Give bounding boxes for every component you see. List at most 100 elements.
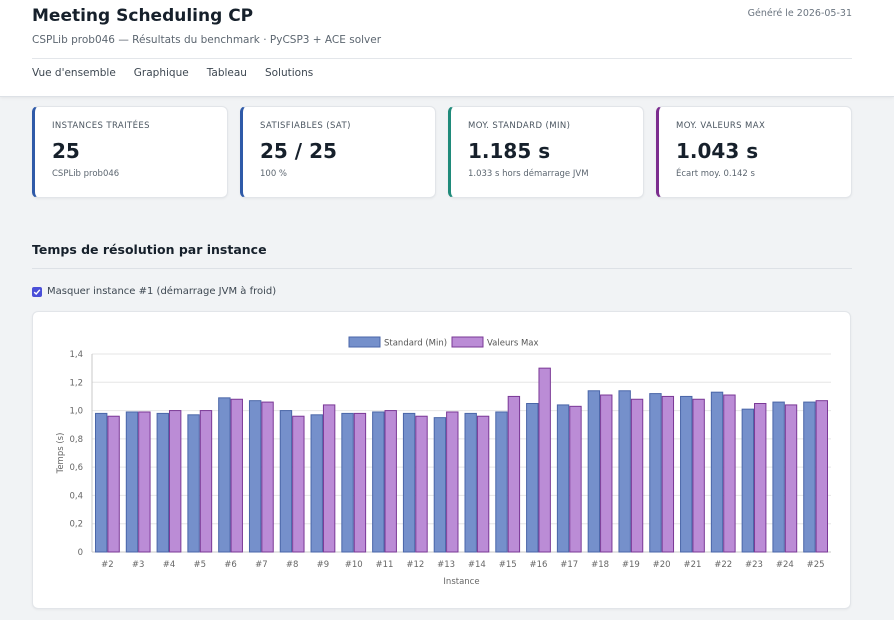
stat-card-value: 25 / 25 [260,139,337,163]
bar-max [507,395,521,553]
x-tick-label: #22 [714,560,732,570]
bar-max [384,410,397,553]
y-axis-title: Temps (s) [56,433,66,475]
stat-card-max-avg: Moy. valeurs max 1.043 s Écart moy. 0.14… [656,106,852,198]
y-tick-label: 1,4 [69,350,83,360]
bar-standard [218,397,231,553]
bar-standard [402,412,416,553]
page-header: Meeting Scheduling CP CSPLib prob046 — R… [0,0,894,97]
stat-card-label: Moy. valeurs max [676,121,766,131]
y-tick-label: 0,6 [69,463,83,473]
x-tick-label: #9 [317,560,330,570]
x-tick-label: #25 [807,560,825,570]
page-subtitle: CSPLib prob046 — Résultats du benchmark … [32,34,382,46]
bar-standard [710,391,724,553]
bar-standard [156,412,169,553]
bar-standard [495,411,508,553]
stat-card-value: 1.185 s [468,139,551,163]
stat-card-sub: 1.033 s hors démarrage JVM [468,169,589,179]
bar-chart: 0 0,2 0,4 0,6 0,8 1,0 1,2 1,4 #2 #3 #4 #5 #6 #7 #8 #9 #1… [56,336,831,587]
x-tick-label: #13 [437,560,455,570]
bar-max [476,415,490,553]
bar-max [446,411,459,553]
x-tick-label: #3 [132,560,145,570]
section-divider [32,268,852,269]
stat-card-sat: Satisfiables (SAT) 25 / 25 100 % [240,106,436,198]
x-tick-label: #15 [499,560,517,570]
x-tick-label: #8 [286,560,299,570]
x-axis-title: Instance [443,577,479,587]
x-tick-label: #7 [255,560,268,570]
x-tick-label: #17 [560,560,578,570]
nav-item-table[interactable]: Tableau [206,67,247,79]
bar-max [692,398,705,553]
nav-item-overview[interactable]: Vue d'ensemble [32,67,116,79]
stat-card-sub: Écart moy. 0.142 s [676,169,755,179]
bar-standard [680,395,693,553]
stat-card-instances: Instances traitées 25 CSPLib prob046 [32,106,228,198]
bar-standard [618,390,631,553]
x-tick-label: #5 [194,560,207,570]
bar-standard [587,390,601,553]
bar-max [168,410,182,553]
bar-max [230,398,243,553]
y-tick-label: 0,2 [69,520,83,530]
bar-standard [341,412,354,553]
stat-card-sub: 100 % [260,169,288,179]
stat-card-value: 1.043 s [676,139,759,163]
bar-standard [372,411,385,553]
section-title: Temps de résolution par instance [32,242,267,257]
bar-standard [433,417,447,553]
generated-date: Généré le 2026-05-31 [747,8,852,19]
x-tick-label: #16 [530,560,548,570]
x-tick-label: #11 [376,560,394,570]
bar-max [138,411,151,553]
bar-max [322,404,336,553]
bar-standard [772,401,785,553]
x-tick-label: #20 [653,560,671,570]
nav-item-chart[interactable]: Graphique [133,67,189,79]
x-tick-label: #14 [468,560,486,570]
hide-instance-toggle[interactable]: Masquer instance #1 (démarrage JVM à fro… [32,286,276,297]
bar-standard [649,393,662,553]
app-title: Meeting Scheduling CP [32,6,254,26]
legend-label-max: Valeurs Max [487,339,539,349]
x-tick-label: #23 [745,560,763,570]
x-tick-label: #4 [163,560,176,570]
checkbox-checked-icon[interactable] [32,286,42,297]
bar-max [292,415,305,553]
y-tick-label: 1,0 [69,407,83,417]
bar-max [630,398,644,553]
legend-swatch-standard [348,336,381,348]
bar-standard [803,401,816,553]
x-tick-label: #6 [224,560,237,570]
nav-item-solutions[interactable]: Solutions [264,67,314,79]
bar-max [538,367,551,553]
x-tick-label: #12 [406,560,424,570]
bar-standard [248,400,262,553]
stat-card-value: 25 [52,139,80,163]
bar-max [723,394,736,553]
bar-max [815,400,828,553]
bar-standard [279,410,293,553]
y-tick-label: 0,8 [69,435,83,445]
bar-max [261,401,274,553]
stat-card-sub: CSPLib prob046 [52,169,120,179]
stat-card-label: Moy. standard (min) [468,121,571,131]
bar-max [107,415,120,553]
bar-max [415,415,428,553]
bar-max [569,405,582,553]
x-tick-label: #19 [622,560,640,570]
x-tick-label: #18 [591,560,609,570]
x-tick-label: #10 [345,560,363,570]
bar-standard [464,412,477,553]
bar-max [600,394,613,553]
stat-card-label: Instances traitées [52,121,150,131]
bar-standard [95,412,108,553]
legend-label-standard: Standard (Min) [384,339,447,349]
y-tick-label: 0 [78,548,83,558]
stat-card-label: Satisfiables (SAT) [260,121,351,131]
chart-card: 0 0,2 0,4 0,6 0,8 1,0 1,2 1,4 #2 #3 #4 #5 #6 #7 #8 #9 #1… [32,311,851,609]
x-tick-label: #2 [101,560,114,570]
stat-cards: Instances traitées 25 CSPLib prob046 Sat… [32,106,852,198]
